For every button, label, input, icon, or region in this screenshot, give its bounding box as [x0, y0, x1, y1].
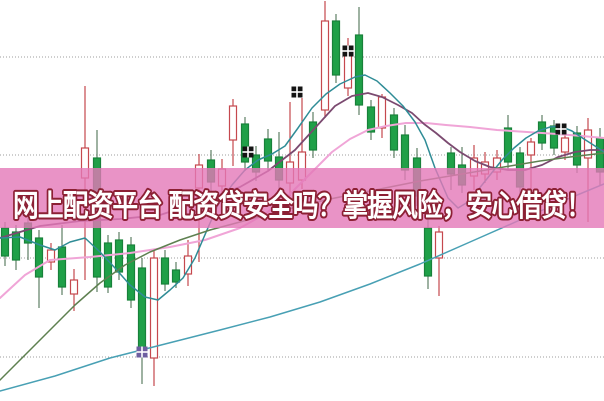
caption-band	[0, 168, 604, 228]
headline-text: 网上配资平台 配资贷安全吗？掌握风险，安心借贷！	[13, 189, 591, 223]
